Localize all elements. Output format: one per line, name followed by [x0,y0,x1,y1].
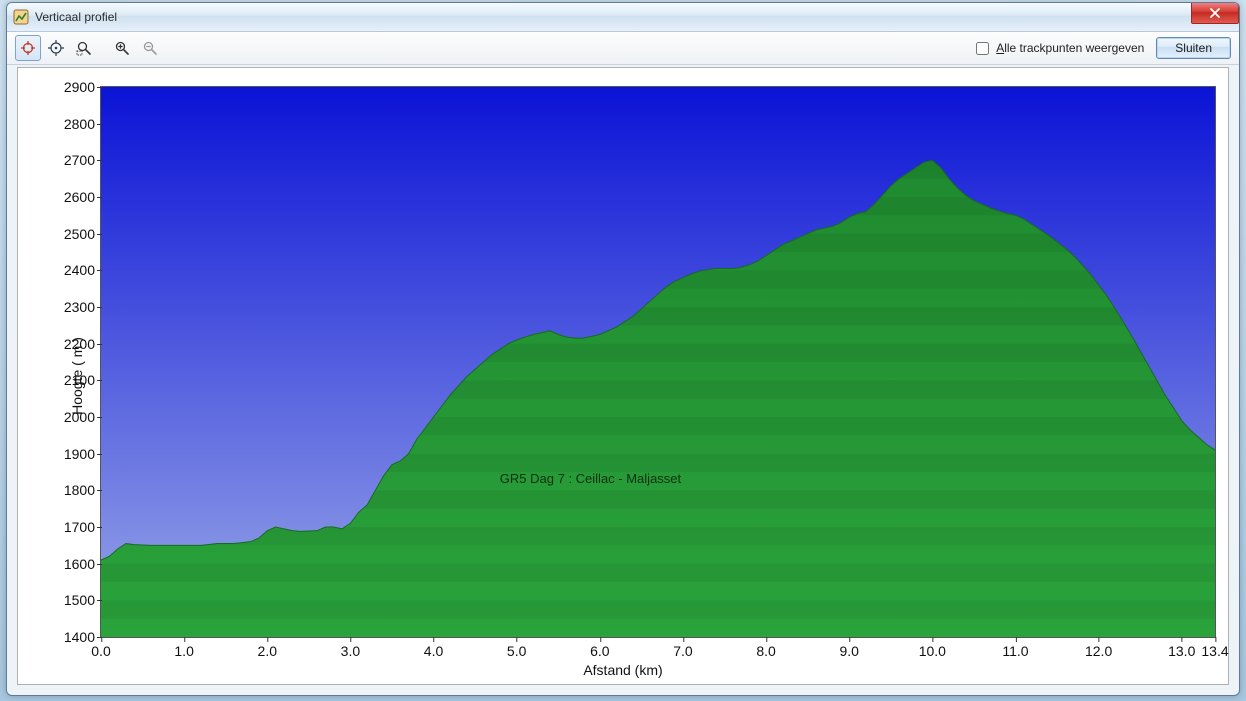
zoom-in-button[interactable] [109,35,135,61]
target-tool-button[interactable] [43,35,69,61]
zoom-region-button[interactable] [71,35,97,61]
x-tick: 10.0 [919,637,946,659]
show-all-trackpoints-input[interactable] [976,42,989,55]
y-tick: 1500 [49,592,101,608]
window-frame: Verticaal profiel Alle trackpunten weerg… [6,2,1240,696]
x-tick: 3.0 [341,637,360,659]
x-tick: 4.0 [424,637,443,659]
zoom-out-button[interactable] [137,35,163,61]
x-tick: 7.0 [673,637,692,659]
y-tick: 2200 [49,336,101,352]
toolbar: Alle trackpunten weergeven Sluiten [7,32,1239,65]
close-button[interactable]: Sluiten [1156,37,1231,59]
y-tick: 2700 [49,152,101,168]
x-tick: 8.0 [756,637,775,659]
crosshair-tool-button[interactable] [15,35,41,61]
y-tick: 1800 [49,482,101,498]
plot-area[interactable]: GR5 Dag 7 : Ceillac - Maljasset 14001500… [100,86,1216,638]
y-tick: 2600 [49,189,101,205]
chart-annotation: GR5 Dag 7 : Ceillac - Maljasset [500,471,681,486]
elevation-area-chart [101,87,1215,637]
y-tick: 2900 [49,79,101,95]
y-tick: 1600 [49,556,101,572]
x-tick: 13.0 [1168,637,1195,659]
y-tick: 2000 [49,409,101,425]
y-tick: 1900 [49,446,101,462]
y-tick: 2800 [49,116,101,132]
x-tick: 12.0 [1085,637,1112,659]
x-axis-label: Afstand (km) [583,662,662,678]
show-all-trackpoints-checkbox[interactable]: Alle trackpunten weergeven [972,39,1144,58]
x-tick: 1.0 [174,637,193,659]
x-tick: 13.4 [1201,637,1228,659]
x-tick: 2.0 [258,637,277,659]
chart-container: Hoogte ( m ) Afstand (km) GR5 Dag 7 : Ce… [17,67,1229,685]
x-tick: 9.0 [839,637,858,659]
titlebar[interactable]: Verticaal profiel [7,3,1239,32]
close-window-button[interactable] [1191,3,1239,24]
y-tick: 2500 [49,226,101,242]
window-title: Verticaal profiel [35,10,117,24]
checkbox-label: Alle trackpunten weergeven [996,41,1144,55]
y-tick: 2400 [49,262,101,278]
y-tick: 2100 [49,372,101,388]
y-tick: 1700 [49,519,101,535]
y-tick: 2300 [49,299,101,315]
app-icon [13,9,29,25]
x-tick: 11.0 [1002,637,1028,659]
x-tick: 5.0 [507,637,526,659]
window-buttons [1191,3,1239,24]
x-tick: 6.0 [590,637,609,659]
x-tick: 0.0 [91,637,110,659]
